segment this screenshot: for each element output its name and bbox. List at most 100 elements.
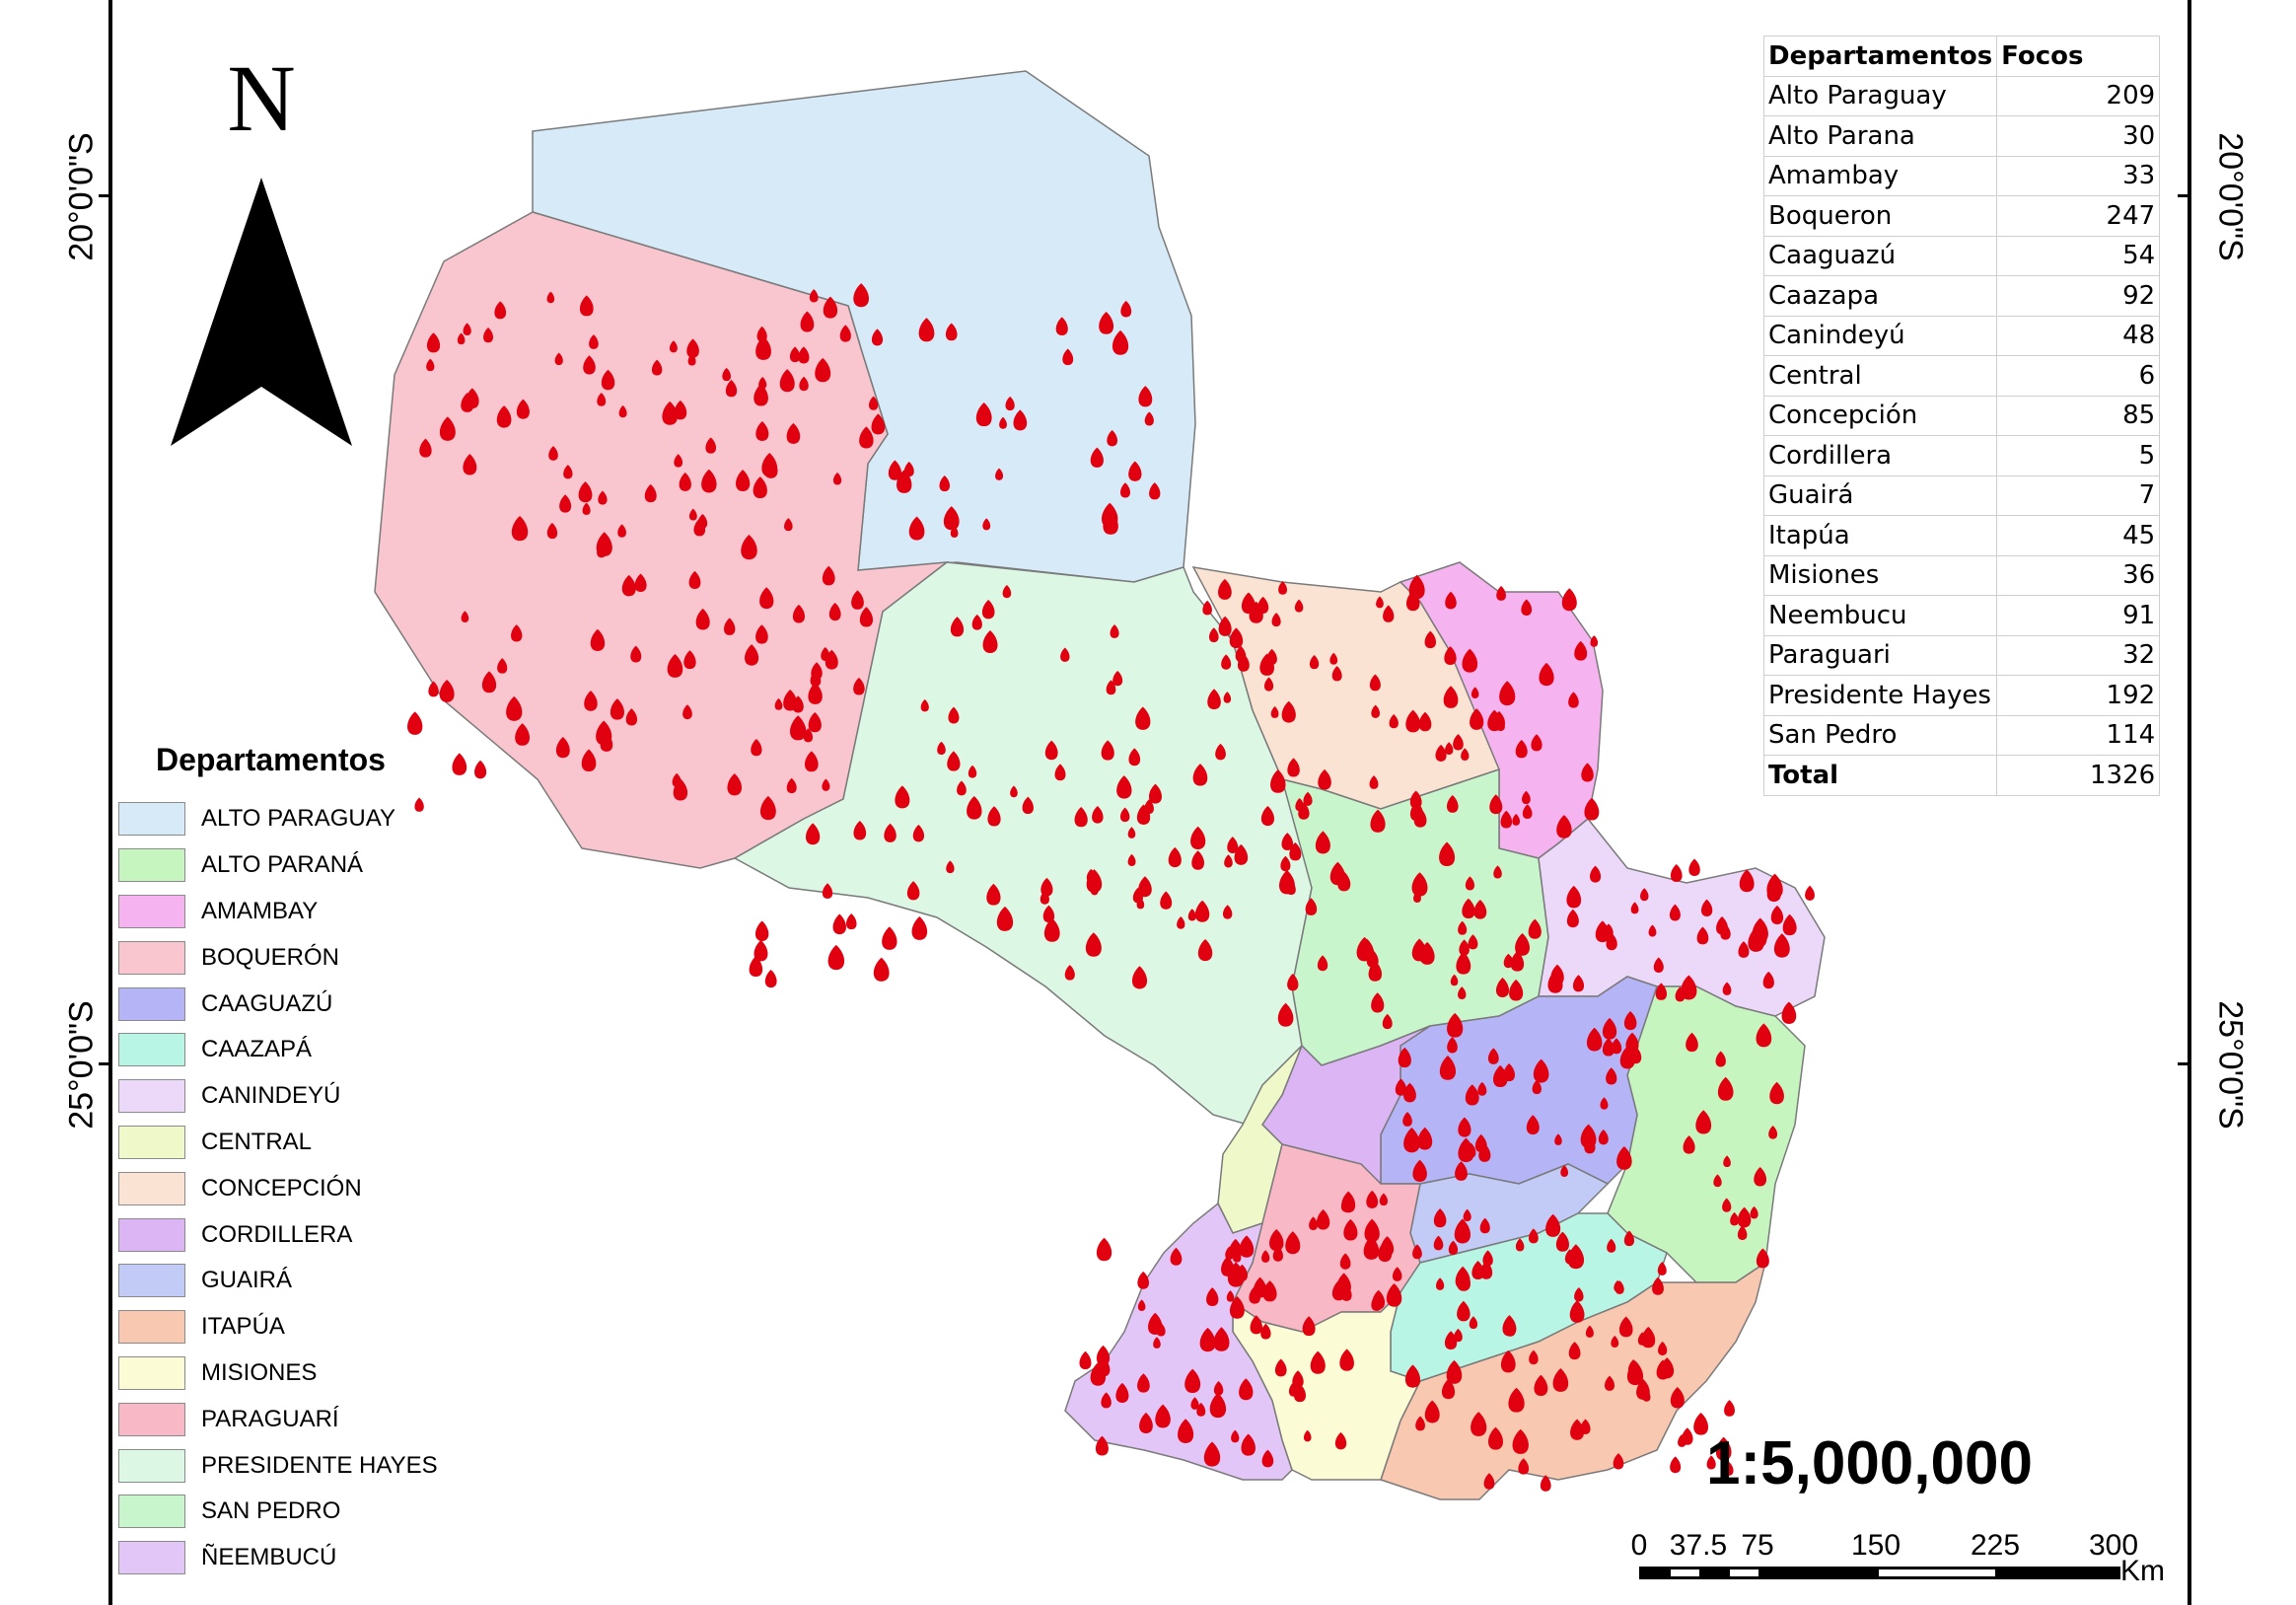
legend-swatch: [118, 1171, 185, 1205]
fire-point-icon: [1376, 596, 1384, 609]
row-departamento: Central: [1762, 355, 1998, 397]
fire-point-icon: [1144, 411, 1154, 426]
fire-point-icon: [511, 516, 529, 542]
table-row: Boqueron 247: [1762, 195, 2161, 237]
fire-point-icon: [792, 604, 806, 623]
fire-point-icon: [1444, 646, 1457, 665]
fire-point-icon: [832, 913, 846, 935]
fire-point-icon: [1303, 791, 1313, 806]
fire-point-icon: [1598, 1129, 1609, 1145]
fire-point-icon: [1405, 709, 1421, 733]
fire-point-icon: [763, 457, 778, 478]
fire-point-icon: [426, 358, 435, 372]
fire-point-icon: [1508, 1387, 1525, 1413]
fire-point-icon: [1766, 873, 1783, 899]
fire-point-icon: [871, 328, 884, 346]
fire-point-icon: [634, 573, 647, 593]
fire-point-icon: [1092, 806, 1104, 824]
fire-point-icon: [1682, 1427, 1693, 1445]
fire-point-icon: [674, 400, 687, 420]
fire-point-icon: [1079, 1350, 1092, 1370]
legend-item: SAN PEDRO: [118, 1489, 473, 1535]
fire-point-icon: [686, 338, 699, 358]
fire-point-icon: [1515, 739, 1528, 759]
fire-point-icon: [1715, 1436, 1732, 1461]
fire-point-icon: [1696, 926, 1709, 945]
fire-point-icon: [1229, 627, 1244, 649]
fire-point-icon: [1500, 1350, 1516, 1373]
fire-point-icon: [1568, 692, 1579, 708]
fire-point-icon: [1462, 648, 1478, 673]
fire-point-icon: [1488, 1426, 1503, 1450]
fire-point-icon: [786, 422, 801, 444]
fire-point-icon: [1287, 974, 1299, 991]
fire-point-icon: [1552, 1368, 1569, 1392]
fire-point-icon: [851, 590, 864, 610]
fire-point-icon: [810, 670, 822, 687]
fire-point-icon: [1695, 1110, 1712, 1134]
scale-label: 150: [1850, 1529, 1901, 1562]
fire-point-icon: [725, 379, 738, 398]
fire-point-icon: [1274, 1358, 1287, 1377]
fire-point-icon: [461, 393, 474, 412]
fire-point-icon: [798, 346, 810, 364]
fire-point-icon: [515, 723, 531, 746]
scale-label: 37.5: [1669, 1529, 1728, 1562]
legend-swatch: [118, 1541, 185, 1575]
right-neatline: [2188, 0, 2191, 1605]
fire-point-icon: [617, 524, 626, 538]
header-focos: Focos: [1996, 36, 2161, 77]
fire-point-icon: [755, 624, 768, 644]
fire-point-icon: [1137, 1271, 1150, 1289]
row-departamento: Itapúa: [1762, 515, 1998, 556]
fire-point-icon: [1010, 785, 1018, 798]
left-tick-25: [99, 1062, 112, 1065]
fire-point-icon: [1626, 1360, 1644, 1386]
fire-point-icon: [789, 715, 807, 741]
fire-point-icon: [1005, 396, 1015, 411]
fire-point-icon: [644, 483, 657, 503]
fire-point-icon: [1343, 1218, 1358, 1241]
scale-bar-graphic: [1639, 1567, 2120, 1579]
fire-point-icon: [1769, 1081, 1784, 1105]
fire-point-icon: [803, 728, 814, 743]
fire-point-icon: [1099, 311, 1114, 334]
row-focos: 30: [1996, 115, 2161, 157]
fire-point-icon: [1260, 806, 1274, 827]
fire-point-icon: [1611, 1336, 1619, 1348]
fire-point-icon: [1470, 708, 1484, 730]
fire-point-icon: [1417, 1127, 1433, 1150]
fire-point-icon: [1693, 1412, 1709, 1435]
table-row: Caazapa 92: [1762, 275, 2161, 317]
fire-point-icon: [695, 608, 710, 630]
fire-point-icon: [937, 741, 946, 756]
fire-point-icon: [1713, 1174, 1722, 1188]
fire-point-icon: [1310, 1350, 1326, 1374]
fire-point-icon: [1261, 1449, 1274, 1468]
fire-point-icon: [1411, 872, 1428, 897]
fire-point-icon: [784, 518, 793, 532]
fire-point-icon: [1372, 1289, 1386, 1310]
fire-point-icon: [1243, 596, 1252, 609]
fire-point-icon: [1249, 1285, 1260, 1304]
table-row: Itapúa 45: [1762, 515, 2161, 556]
fire-point-icon: [873, 957, 890, 982]
legend-label: PARAGUARÍ: [201, 1405, 339, 1432]
fire-point-icon: [651, 359, 663, 376]
fire-point-icon: [1585, 1325, 1594, 1338]
fire-point-icon: [1463, 1208, 1471, 1222]
fire-point-icon: [1737, 1206, 1752, 1228]
fire-point-icon: [1669, 904, 1681, 921]
row-departamento: Presidente Hayes: [1762, 675, 1998, 716]
fire-point-icon: [1271, 613, 1281, 627]
fire-point-icon: [751, 739, 762, 757]
fire-point-icon: [869, 396, 879, 410]
fire-point-icon: [1160, 891, 1173, 910]
row-focos: 85: [1996, 395, 2161, 436]
fire-point-icon: [1738, 941, 1750, 958]
fire-point-icon: [563, 465, 573, 479]
fire-point-icon: [753, 476, 767, 499]
fire-point-icon: [1539, 662, 1554, 687]
fire-point-icon: [825, 649, 838, 670]
